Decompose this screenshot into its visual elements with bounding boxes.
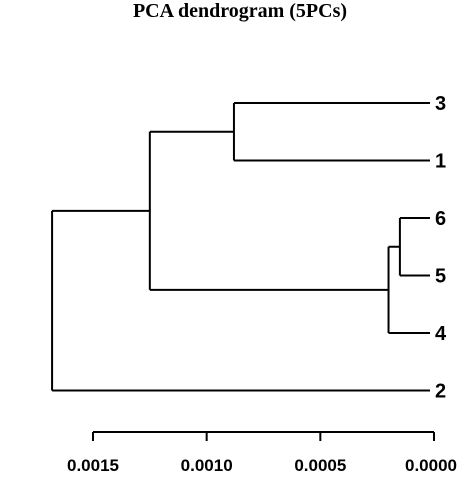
leaf-label-5: 5 — [435, 266, 446, 288]
leaf-label-6: 6 — [435, 208, 446, 230]
x-tick-label: 0.0015 — [67, 456, 119, 475]
leaf-label-3: 3 — [435, 93, 446, 115]
chart-title: PCA dendrogram (5PCs) — [133, 0, 347, 22]
x-tick-label: 0.0010 — [181, 456, 233, 475]
leaf-labels: 3 1 6 5 4 2 — [435, 93, 447, 403]
leaf-label-4: 4 — [435, 323, 447, 345]
x-tick-label: 0.0000 — [405, 456, 457, 475]
x-tick-label: 0.0005 — [294, 456, 346, 475]
dendrogram-branches — [51, 102, 430, 392]
x-axis: 0.0015 0.0010 0.0005 0.0000 — [67, 431, 457, 475]
leaf-label-2: 2 — [435, 381, 446, 403]
leaf-label-1: 1 — [435, 151, 446, 173]
